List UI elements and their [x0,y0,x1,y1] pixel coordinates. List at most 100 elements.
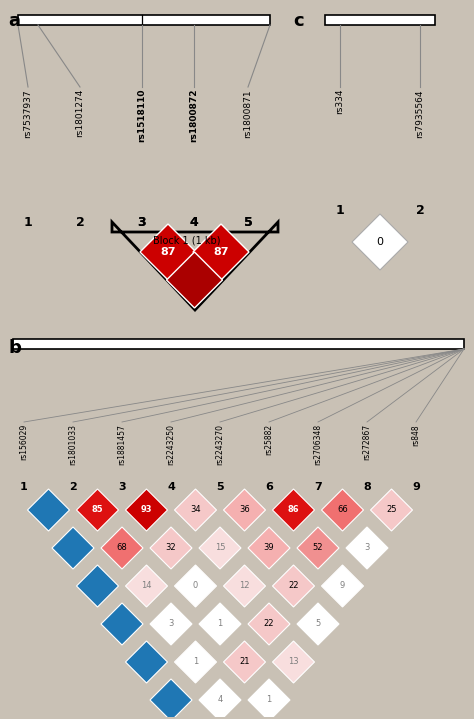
Text: 22: 22 [288,582,299,590]
Bar [325,15,435,25]
Polygon shape [174,489,217,531]
Text: 8: 8 [363,482,371,492]
Polygon shape [321,565,364,607]
Text: 0: 0 [376,237,383,247]
Text: 87: 87 [160,247,176,257]
Text: rs2243270: rs2243270 [216,424,225,465]
Text: 15: 15 [215,544,225,552]
Polygon shape [150,679,192,719]
Text: 5: 5 [315,620,320,628]
Text: 85: 85 [91,505,103,515]
Polygon shape [346,527,388,569]
Text: 2: 2 [76,216,84,229]
Text: 1: 1 [336,203,345,216]
Text: rs334: rs334 [336,89,345,114]
Polygon shape [248,679,290,719]
Polygon shape [224,489,265,531]
Text: rs272867: rs272867 [363,424,372,460]
Text: 93: 93 [141,505,152,515]
Text: 6: 6 [265,482,273,492]
Polygon shape [174,641,217,683]
Polygon shape [126,565,167,607]
Text: rs2243250: rs2243250 [166,424,175,465]
Polygon shape [174,565,217,607]
Text: rs25882: rs25882 [264,424,273,455]
Polygon shape [101,527,143,569]
Text: 68: 68 [117,544,128,552]
Polygon shape [76,489,118,531]
Text: 2: 2 [416,203,424,216]
Polygon shape [193,224,249,280]
Text: 1: 1 [218,620,223,628]
Text: rs1881457: rs1881457 [118,424,127,465]
Polygon shape [140,224,196,280]
Polygon shape [199,603,241,645]
Text: 66: 66 [337,505,348,515]
Polygon shape [199,527,241,569]
Polygon shape [248,527,290,569]
Polygon shape [52,527,94,569]
Text: 1: 1 [193,657,198,667]
Text: 25: 25 [386,505,397,515]
Text: 0: 0 [193,582,198,590]
Text: rs7935564: rs7935564 [416,89,425,137]
Text: 3: 3 [137,216,146,229]
Text: 2: 2 [69,482,77,492]
Text: 14: 14 [141,582,152,590]
Polygon shape [150,603,192,645]
Text: 34: 34 [190,505,201,515]
Text: rs156029: rs156029 [19,424,28,460]
Text: 1: 1 [20,482,28,492]
Polygon shape [273,641,315,683]
Text: 13: 13 [288,657,299,667]
Text: 1: 1 [24,216,32,229]
Text: 3: 3 [118,482,126,492]
Text: 4: 4 [190,216,199,229]
Text: 3: 3 [365,544,370,552]
Text: c: c [293,12,304,30]
Text: 32: 32 [166,544,176,552]
Polygon shape [224,565,265,607]
Text: 3: 3 [168,620,173,628]
Text: 3: 3 [137,216,146,229]
Text: 5: 5 [244,216,252,229]
Polygon shape [101,603,143,645]
Polygon shape [321,489,364,531]
Text: 86: 86 [288,505,299,515]
Polygon shape [150,527,192,569]
Text: 22: 22 [264,620,274,628]
Polygon shape [297,527,339,569]
Bar [18,15,270,25]
Polygon shape [273,489,315,531]
Polygon shape [352,214,408,270]
Text: 4: 4 [167,482,175,492]
Polygon shape [248,603,290,645]
Text: 4: 4 [190,216,199,229]
Text: 36: 36 [239,505,250,515]
Polygon shape [76,565,118,607]
Text: Block 1 (1 kb): Block 1 (1 kb) [153,235,221,245]
Text: 9: 9 [412,482,420,492]
Polygon shape [224,641,265,683]
Polygon shape [297,603,339,645]
Text: rs1800872: rs1800872 [190,89,199,142]
Text: rs848: rs848 [411,424,420,446]
Text: 5: 5 [244,216,252,229]
Text: 1: 1 [266,695,272,705]
Polygon shape [371,489,412,531]
Text: 7: 7 [314,482,322,492]
Text: 5: 5 [216,482,224,492]
Text: 12: 12 [239,582,250,590]
Text: 39: 39 [264,544,274,552]
Text: rs1801033: rs1801033 [69,424,78,465]
Text: rs1801274: rs1801274 [75,89,84,137]
Polygon shape [27,489,70,531]
Polygon shape [273,565,315,607]
Text: 52: 52 [313,544,323,552]
Text: a: a [8,12,20,30]
Text: rs2706348: rs2706348 [313,424,322,465]
Polygon shape [199,679,241,719]
Text: 4: 4 [218,695,223,705]
Bar [13,339,464,349]
Text: rs1800871: rs1800871 [244,89,253,137]
